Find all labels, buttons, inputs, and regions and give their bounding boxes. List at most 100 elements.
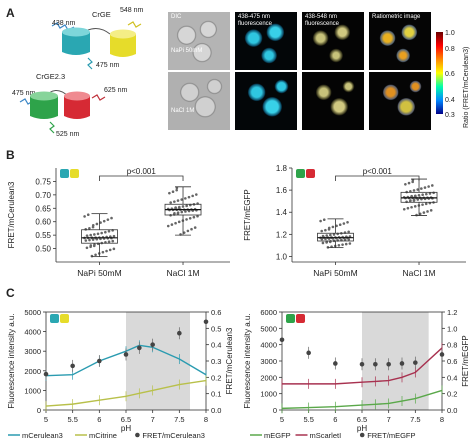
data-point [176, 199, 180, 202]
x-tick-label: 6.5 [121, 415, 131, 424]
data-point [404, 182, 407, 186]
sensor-icon [60, 169, 79, 178]
colorbar-label: Ratio (FRET/mCerulean3) [463, 47, 470, 128]
y-axis-label: Fluorescence intensity a.u. [243, 313, 252, 408]
crge23-em2-arrow [91, 94, 106, 101]
colorbar-tick-label: 0.8 [445, 46, 455, 53]
data-point [407, 181, 411, 185]
data-point [100, 231, 103, 235]
y-axis-label: FRET/mCerulean3 [7, 181, 16, 248]
data-point [99, 221, 102, 224]
data-point [348, 242, 352, 245]
legend-label: FRET/mCerulean3 [142, 431, 205, 440]
data-point [177, 206, 181, 210]
legend-swatch [135, 432, 140, 438]
data-point [427, 185, 430, 188]
data-point [424, 202, 428, 206]
data-point [406, 206, 410, 210]
y-tick-label: 6000 [260, 308, 277, 317]
crge23-name-label: CrGE2.3 [36, 72, 65, 81]
x-tick-label: 6.5 [357, 415, 367, 424]
y-tick-label: 0.65 [35, 204, 51, 213]
y2-tick-label: 0.5 [211, 324, 221, 333]
y-axis-label: FRET/mEGFP [243, 189, 252, 241]
box-plot-fret-megfp: 1.0 1.2 1.4 1.6 1.8 FRET/mEGFP NaPi 50mM NaCl 1… [243, 164, 466, 278]
data-point [190, 227, 193, 231]
data-point [186, 229, 190, 233]
data-point [174, 221, 177, 225]
data-point [415, 213, 418, 217]
y-tick-label: 3000 [260, 357, 277, 366]
data-point [191, 194, 194, 198]
legend-label: mCerulean3 [22, 431, 63, 440]
data-point [420, 187, 423, 190]
y2-tick-label: 0.6 [447, 357, 457, 366]
data-point [399, 361, 405, 366]
data-point [428, 192, 432, 195]
y-axis-label: Fluorescence intensity a.u. [7, 313, 16, 408]
x-tick-label: 7.5 [174, 415, 184, 424]
y2-tick-label: 0.0 [211, 406, 221, 415]
y2-tick-label: 0.8 [447, 341, 457, 350]
crge23-em1-arrow [49, 121, 55, 134]
data-point [425, 192, 428, 196]
data-point [84, 228, 88, 231]
micrograph-fret-nacl [302, 72, 364, 130]
crge23-ex-label: 475 nm [12, 90, 36, 97]
egfp-barrel [30, 91, 58, 119]
data-point [195, 193, 198, 196]
data-point [88, 226, 91, 230]
y-tick-label: 0 [37, 406, 41, 415]
data-point [421, 203, 424, 206]
colorbar-axis: 1.0 0.8 0.6 0.4 0.3 Ratio (FRET/mCerulea… [445, 30, 470, 128]
data-point [171, 190, 175, 193]
box-body [81, 229, 118, 244]
y-tick-label: 2000 [24, 367, 41, 376]
data-point [97, 358, 102, 364]
y-tick-label: 5000 [260, 324, 277, 333]
sensor-schematic: CrGE 438 nm 548 nm 475 nm CrGE2.3 475 nm… [12, 7, 144, 138]
data-point [413, 195, 417, 198]
crge-name-label: CrGE [92, 10, 111, 19]
legend-label: FRET/mEGFP [367, 431, 415, 440]
data-point [410, 205, 413, 209]
box-plot-fret-mcerulean3: 0.50 0.55 0.60 0.65 0.70 0.75 FRET/mCerulean3 N… [7, 167, 230, 278]
y2-tick-label: 1.0 [447, 324, 457, 333]
micro-row-label-nacl: NaCl 1M [171, 108, 195, 114]
legend-label: mScarletI [310, 431, 342, 440]
data-point [111, 239, 115, 243]
data-point [182, 231, 186, 234]
y-tick-label: 0.60 [35, 218, 51, 227]
data-point [107, 230, 111, 233]
crge-em2-label: 548 nm [120, 7, 144, 14]
y-tick-label: 1.6 [276, 186, 288, 195]
data-point [181, 205, 185, 208]
data-point [373, 361, 378, 367]
data-point [402, 207, 406, 211]
data-point [43, 371, 49, 377]
data-point [321, 241, 325, 245]
x-tick-label: 8 [440, 415, 444, 424]
x-tick-label: 6 [97, 415, 101, 424]
x-category-label: NaCl 1M [402, 268, 435, 278]
data-point [177, 220, 181, 224]
y-tick-label: 4000 [260, 341, 277, 350]
data-point [83, 215, 86, 218]
data-point [85, 234, 89, 237]
data-point [107, 240, 111, 243]
y-tick-label: 0.55 [35, 231, 51, 240]
y2-tick-label: 0.2 [211, 373, 221, 382]
y-tick-label: 1000 [260, 390, 277, 399]
significance-label: p<0.001 [127, 167, 157, 176]
data-point [347, 230, 350, 234]
y2-tick-label: 0.0 [447, 406, 457, 415]
y-tick-label: 0 [273, 406, 277, 415]
data-point [89, 233, 92, 237]
data-point [412, 199, 416, 202]
data-point [70, 363, 75, 369]
y-tick-label: 3000 [24, 347, 41, 356]
panel-letter-a: A [6, 6, 15, 20]
data-point [95, 222, 99, 226]
y-tick-label: 1.0 [276, 252, 288, 261]
y-tick-label: 1.4 [276, 208, 288, 217]
